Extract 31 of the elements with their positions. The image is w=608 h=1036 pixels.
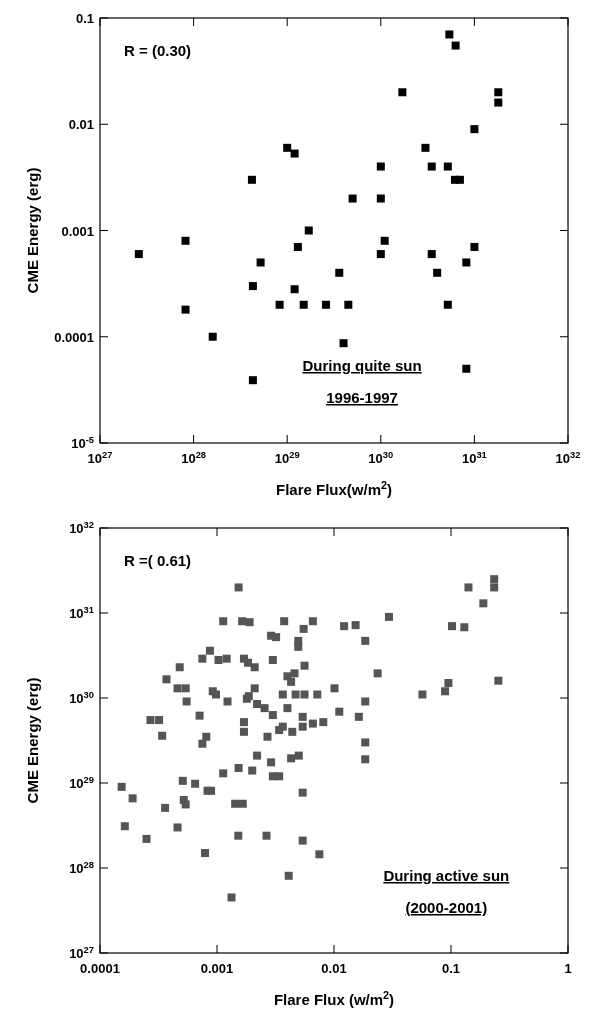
x-tick-label: 0.01 (321, 961, 347, 976)
x-tick-label: 1 (564, 961, 572, 976)
annotation: R =( 0.61) (124, 552, 192, 569)
annotation: R = (0.30) (124, 42, 192, 59)
y-tick-label: 0.1 (75, 11, 94, 26)
x-tick-label: 10$^{30}$ (368, 450, 394, 466)
y-tick-label: 0.001 (61, 223, 94, 239)
y-tick-label: 0.01 (68, 117, 94, 133)
y-tick-label: 10$^{29}$ (69, 775, 94, 791)
x-tick-label: 0.1 (441, 961, 461, 976)
y-tick-label: 10$^{31}$ (69, 605, 94, 621)
x-tick-label: 10$^{31}$ (461, 450, 487, 466)
x-tick-label: 10$^{28}$ (181, 450, 207, 466)
annotation: During quite sun (302, 357, 422, 374)
y-axis-title: CME Energy (erg) (24, 677, 41, 804)
annotation: 1996-1997 (326, 389, 398, 406)
x-axis-title: Flare Flux(w/m$^{2}$) (275, 479, 393, 498)
y-tick-label: 10$^{28}$ (69, 860, 94, 876)
annotation: During active sun (383, 867, 510, 884)
x-tick-label: 10$^{27}$ (87, 450, 113, 466)
x-tick-label: 10$^{29}$ (274, 450, 300, 466)
y-tick-label: 0.0001 (54, 329, 94, 345)
x-tick-label: 0.001 (200, 961, 234, 976)
y-tick-label: 10$^{27}$ (69, 945, 94, 961)
y-axis-title: CME Energy (erg) (24, 167, 41, 294)
annotation: (2000-2001) (405, 899, 488, 916)
y-tick-label: 10$^{32}$ (69, 520, 94, 536)
x-tick-label: 10$^{32}$ (555, 450, 581, 466)
y-tick-label: 10$^{30}$ (69, 690, 94, 706)
y-tick-label: 10$^{-5}$ (71, 435, 94, 451)
x-axis-title: Flare Flux (w/m$^{2}$) (273, 989, 395, 1008)
